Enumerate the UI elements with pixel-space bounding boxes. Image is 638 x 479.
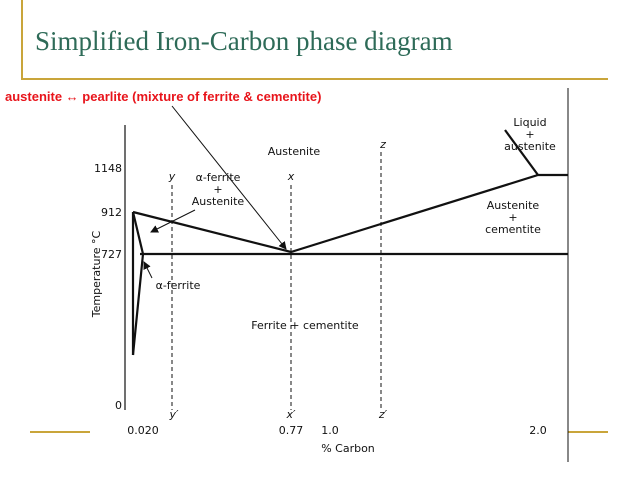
line-foot-label: y′ — [168, 408, 179, 421]
arrow — [150, 209, 196, 233]
carbon-label: 0.020 — [127, 424, 159, 437]
region-label: Ferrite + cementite — [251, 319, 359, 332]
region-label: austenite — [504, 140, 556, 153]
phase-diagram: Temperature °C 1148 912 727 0 0.020 0.77… — [90, 86, 569, 470]
region-label: Austenite — [268, 145, 321, 158]
y-axis-label: Temperature °C — [90, 231, 103, 319]
region-label: cementite — [485, 223, 541, 236]
region-label: α-ferrite — [156, 279, 201, 292]
composition-lines — [171, 152, 382, 410]
region-label: + — [525, 128, 534, 141]
temperature-label: 727 — [101, 248, 122, 261]
arrow — [143, 261, 153, 279]
region-label: + — [508, 211, 517, 224]
region-label: + — [213, 183, 222, 196]
diagram-background — [90, 86, 568, 470]
temperature-label: 912 — [101, 206, 122, 219]
line-label: x — [287, 170, 295, 183]
x-axis-label: % Carbon — [321, 442, 375, 455]
line-label: z — [379, 138, 386, 151]
region-labels: Liquid+austeniteAusteniteα-ferrite+Auste… — [156, 116, 556, 332]
region-label: Austenite — [192, 195, 245, 208]
slide-title: Simplified Iron-Carbon phase diagram — [35, 26, 453, 56]
region-label: Liquid — [513, 116, 546, 129]
line-label: y — [168, 170, 176, 183]
arrow — [171, 105, 287, 250]
phase-boundaries — [131, 129, 568, 356]
region-label: α-ferrite — [196, 171, 241, 184]
annotation: austenite ↔ pearlite (mixture of ferrite… — [5, 89, 321, 104]
carbon-label: 2.0 — [529, 424, 547, 437]
line-foot-label: x′ — [285, 408, 296, 421]
region-label: Austenite — [487, 199, 540, 212]
carbon-label: 0.77 — [279, 424, 304, 437]
line-foot-label: z′ — [378, 408, 388, 421]
temperature-label: 1148 — [94, 162, 122, 175]
temperature-label: 0 — [115, 399, 122, 412]
carbon-label: 1.0 — [321, 424, 339, 437]
